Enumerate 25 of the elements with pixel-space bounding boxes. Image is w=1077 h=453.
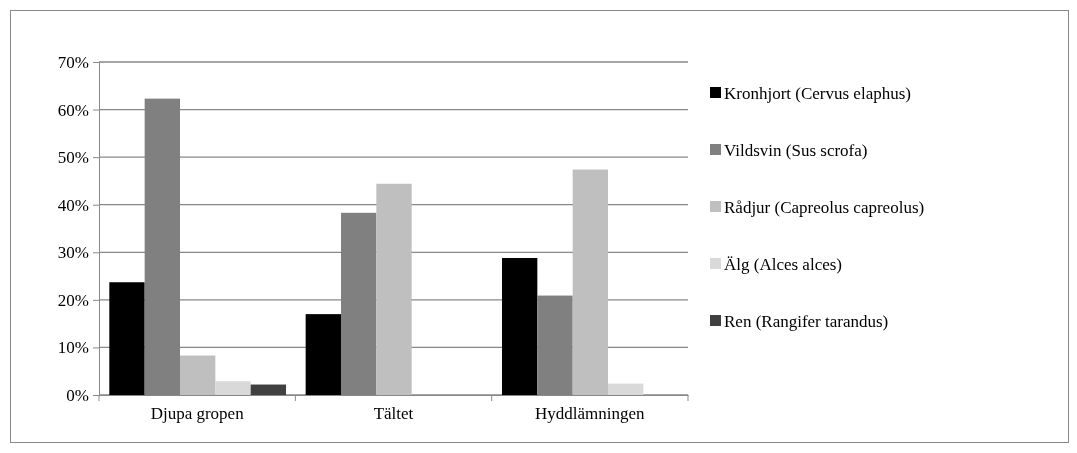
bar [215,381,251,395]
y-tick-label: 60% [57,100,89,120]
legend-label: Älg (Alces alces) [724,255,843,274]
x-tick-label: Tältet [373,404,414,424]
bar [608,383,644,395]
y-tick-label: 20% [57,290,89,310]
legend-label: Vildsvin (Sus scrofa) [724,141,868,160]
y-tick-label: 50% [57,148,89,168]
legend-label: Rådjur (Capreolus capreolus) [724,198,925,217]
legend-label: Ren (Rangifer tarandus) [724,312,889,331]
x-tick-label: Hyddlämningen [535,404,646,424]
bar [250,384,287,395]
bar [109,282,145,395]
bar [305,314,341,395]
legend-label: Kronhjort (Cervus elaphus) [724,84,911,103]
y-tick-label: 70% [57,52,89,72]
y-tick-label: 10% [57,338,89,358]
bar [501,257,538,395]
y-tick-label: 40% [57,195,89,215]
bar [572,169,608,395]
y-tick-label: 0% [66,385,89,405]
x-tick-label: Djupa gropen [150,404,245,424]
bar [376,183,412,395]
bar [180,355,216,395]
y-tick-label: 30% [57,243,89,263]
